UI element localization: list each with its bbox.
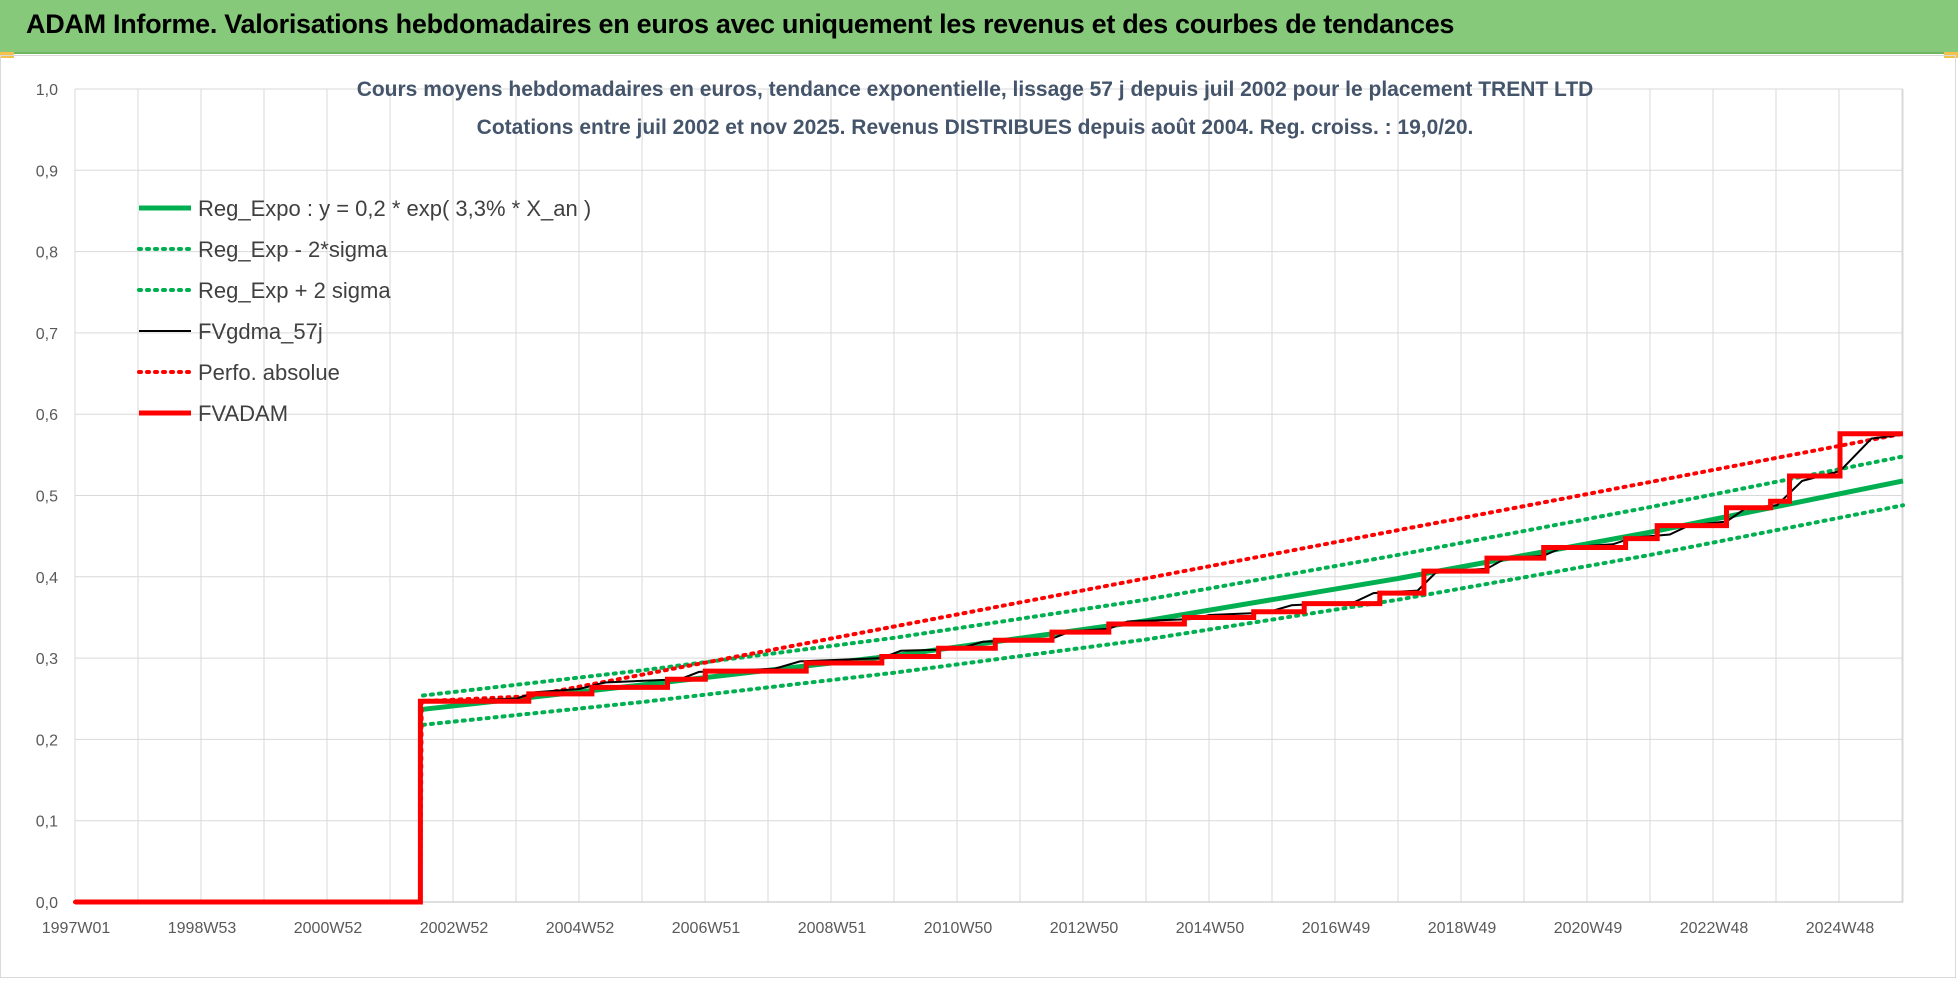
- legend-label: Reg_Expo : y = 0,2 * exp( 3,3% * X_an ): [198, 196, 591, 221]
- series-line-5: [75, 431, 1903, 905]
- y-tick-label: 0,8: [36, 245, 58, 262]
- x-axis-ticks: 1997W01 1998W53 2000W52 2002W52 2004W52 2006W…: [42, 920, 1875, 937]
- x-tick-label: 2014W50: [1176, 920, 1245, 937]
- x-tick-label: 2020W49: [1554, 920, 1623, 937]
- x-tick-label: 2012W50: [1050, 920, 1119, 937]
- y-tick-label: 0,4: [36, 570, 58, 587]
- series-line-3: [75, 433, 1904, 903]
- y-tick-label: 0,0: [36, 895, 58, 912]
- x-tick-label: 2008W51: [798, 920, 867, 937]
- chart-series: [73, 431, 1905, 905]
- report-banner: ADAM Informe. Valorisations hebdomadaire…: [0, 0, 1958, 54]
- series-line-2: [421, 454, 1905, 698]
- chart-container: 0,0 0,1 0,2 0,3 0,4 0,5 0,6 0,7 0,8 0,9 1,0 1997W0…: [0, 55, 1956, 978]
- y-tick-label: 0,7: [36, 326, 58, 343]
- x-tick-label: 2010W50: [924, 920, 993, 937]
- x-tick-label: 2006W51: [672, 920, 741, 937]
- x-tick-label: 2018W49: [1428, 920, 1497, 937]
- y-tick-label: 0,1: [36, 814, 58, 831]
- x-tick-label: 2024W48: [1806, 920, 1875, 937]
- line-chart: 0,0 0,1 0,2 0,3 0,4 0,5 0,6 0,7 0,8 0,9 1,0 1997W0…: [36, 78, 1905, 937]
- legend-label: FVgdma_57j: [198, 319, 323, 344]
- legend-label: Perfo. absolue: [198, 360, 340, 385]
- x-tick-label: 2004W52: [546, 920, 615, 937]
- chart-title-line1: Cours moyens hebdomadaires en euros, ten…: [357, 78, 1594, 101]
- series-line-1: [421, 503, 1905, 727]
- y-tick-label: 0,2: [36, 732, 58, 749]
- x-tick-label: 2000W52: [294, 920, 363, 937]
- x-tick-label: 1997W01: [42, 920, 111, 937]
- y-tick-label: 0,6: [36, 407, 58, 424]
- legend-label: Reg_Exp - 2*sigma: [198, 237, 388, 262]
- x-tick-label: 2022W48: [1680, 920, 1749, 937]
- chart-grid: [74, 88, 1904, 903]
- x-tick-label: 2016W49: [1302, 920, 1371, 937]
- chart-title-line2: Cotations entre juil 2002 et nov 2025. R…: [477, 116, 1474, 139]
- x-tick-label: 2002W52: [420, 920, 489, 937]
- series-line-4: [73, 431, 1905, 904]
- y-axis-ticks: 0,0 0,1 0,2 0,3 0,4 0,5 0,6 0,7 0,8 0,9 1,0: [36, 82, 58, 912]
- legend-label: Reg_Exp + 2 sigma: [198, 278, 391, 303]
- chart-legend: Reg_Expo : y = 0,2 * exp( 3,3% * X_an ) R…: [137, 196, 591, 426]
- y-tick-label: 0,3: [36, 651, 58, 668]
- legend-label: FVADAM: [198, 401, 288, 426]
- y-tick-label: 0,9: [36, 163, 58, 180]
- y-tick-label: 1,0: [36, 82, 58, 99]
- x-tick-label: 1998W53: [168, 920, 237, 937]
- report-title: ADAM Informe. Valorisations hebdomadaire…: [26, 9, 1455, 39]
- y-tick-label: 0,5: [36, 489, 58, 506]
